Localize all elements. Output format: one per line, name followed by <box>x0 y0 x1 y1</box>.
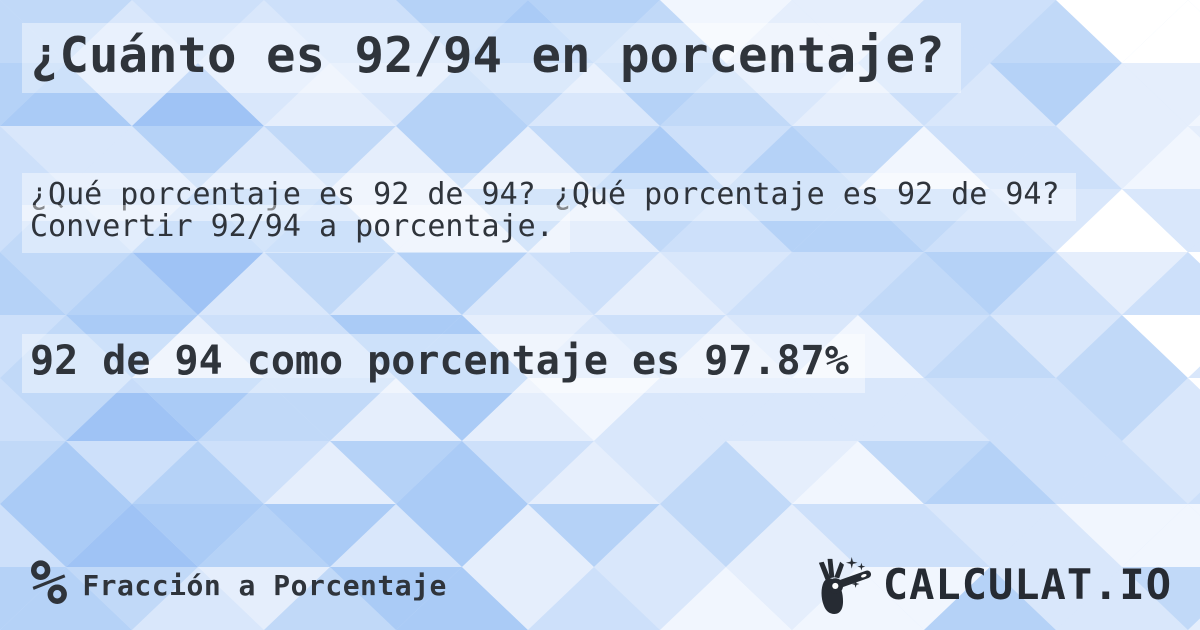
page-title-text: ¿Cuánto es 92/94 en porcentaje? <box>22 23 961 93</box>
question-text: ¿Qué porcentaje es 92 de 94? ¿Qué porcen… <box>22 173 1110 253</box>
page-title: ¿Cuánto es 92/94 en porcentaje? <box>22 23 1170 93</box>
answer-text: 92 de 94 como porcentaje es 97.87% <box>22 334 1170 393</box>
brand-name: CALCULAT.IO <box>882 559 1172 609</box>
question-text-lines: ¿Qué porcentaje es 92 de 94? ¿Qué porcen… <box>22 173 1076 253</box>
category-badge: % Fracción a Porcentaje <box>30 546 447 619</box>
category-label: Fracción a Porcentaje <box>82 568 447 602</box>
magic-wand-hand-icon <box>818 556 871 614</box>
percent-icon: % <box>30 546 68 619</box>
answer-text-line: 92 de 94 como porcentaje es 97.87% <box>22 334 865 393</box>
footer: % Fracción a Porcentaje <box>30 546 1172 619</box>
brand-logo: CALCULAT.IO <box>815 554 1172 616</box>
